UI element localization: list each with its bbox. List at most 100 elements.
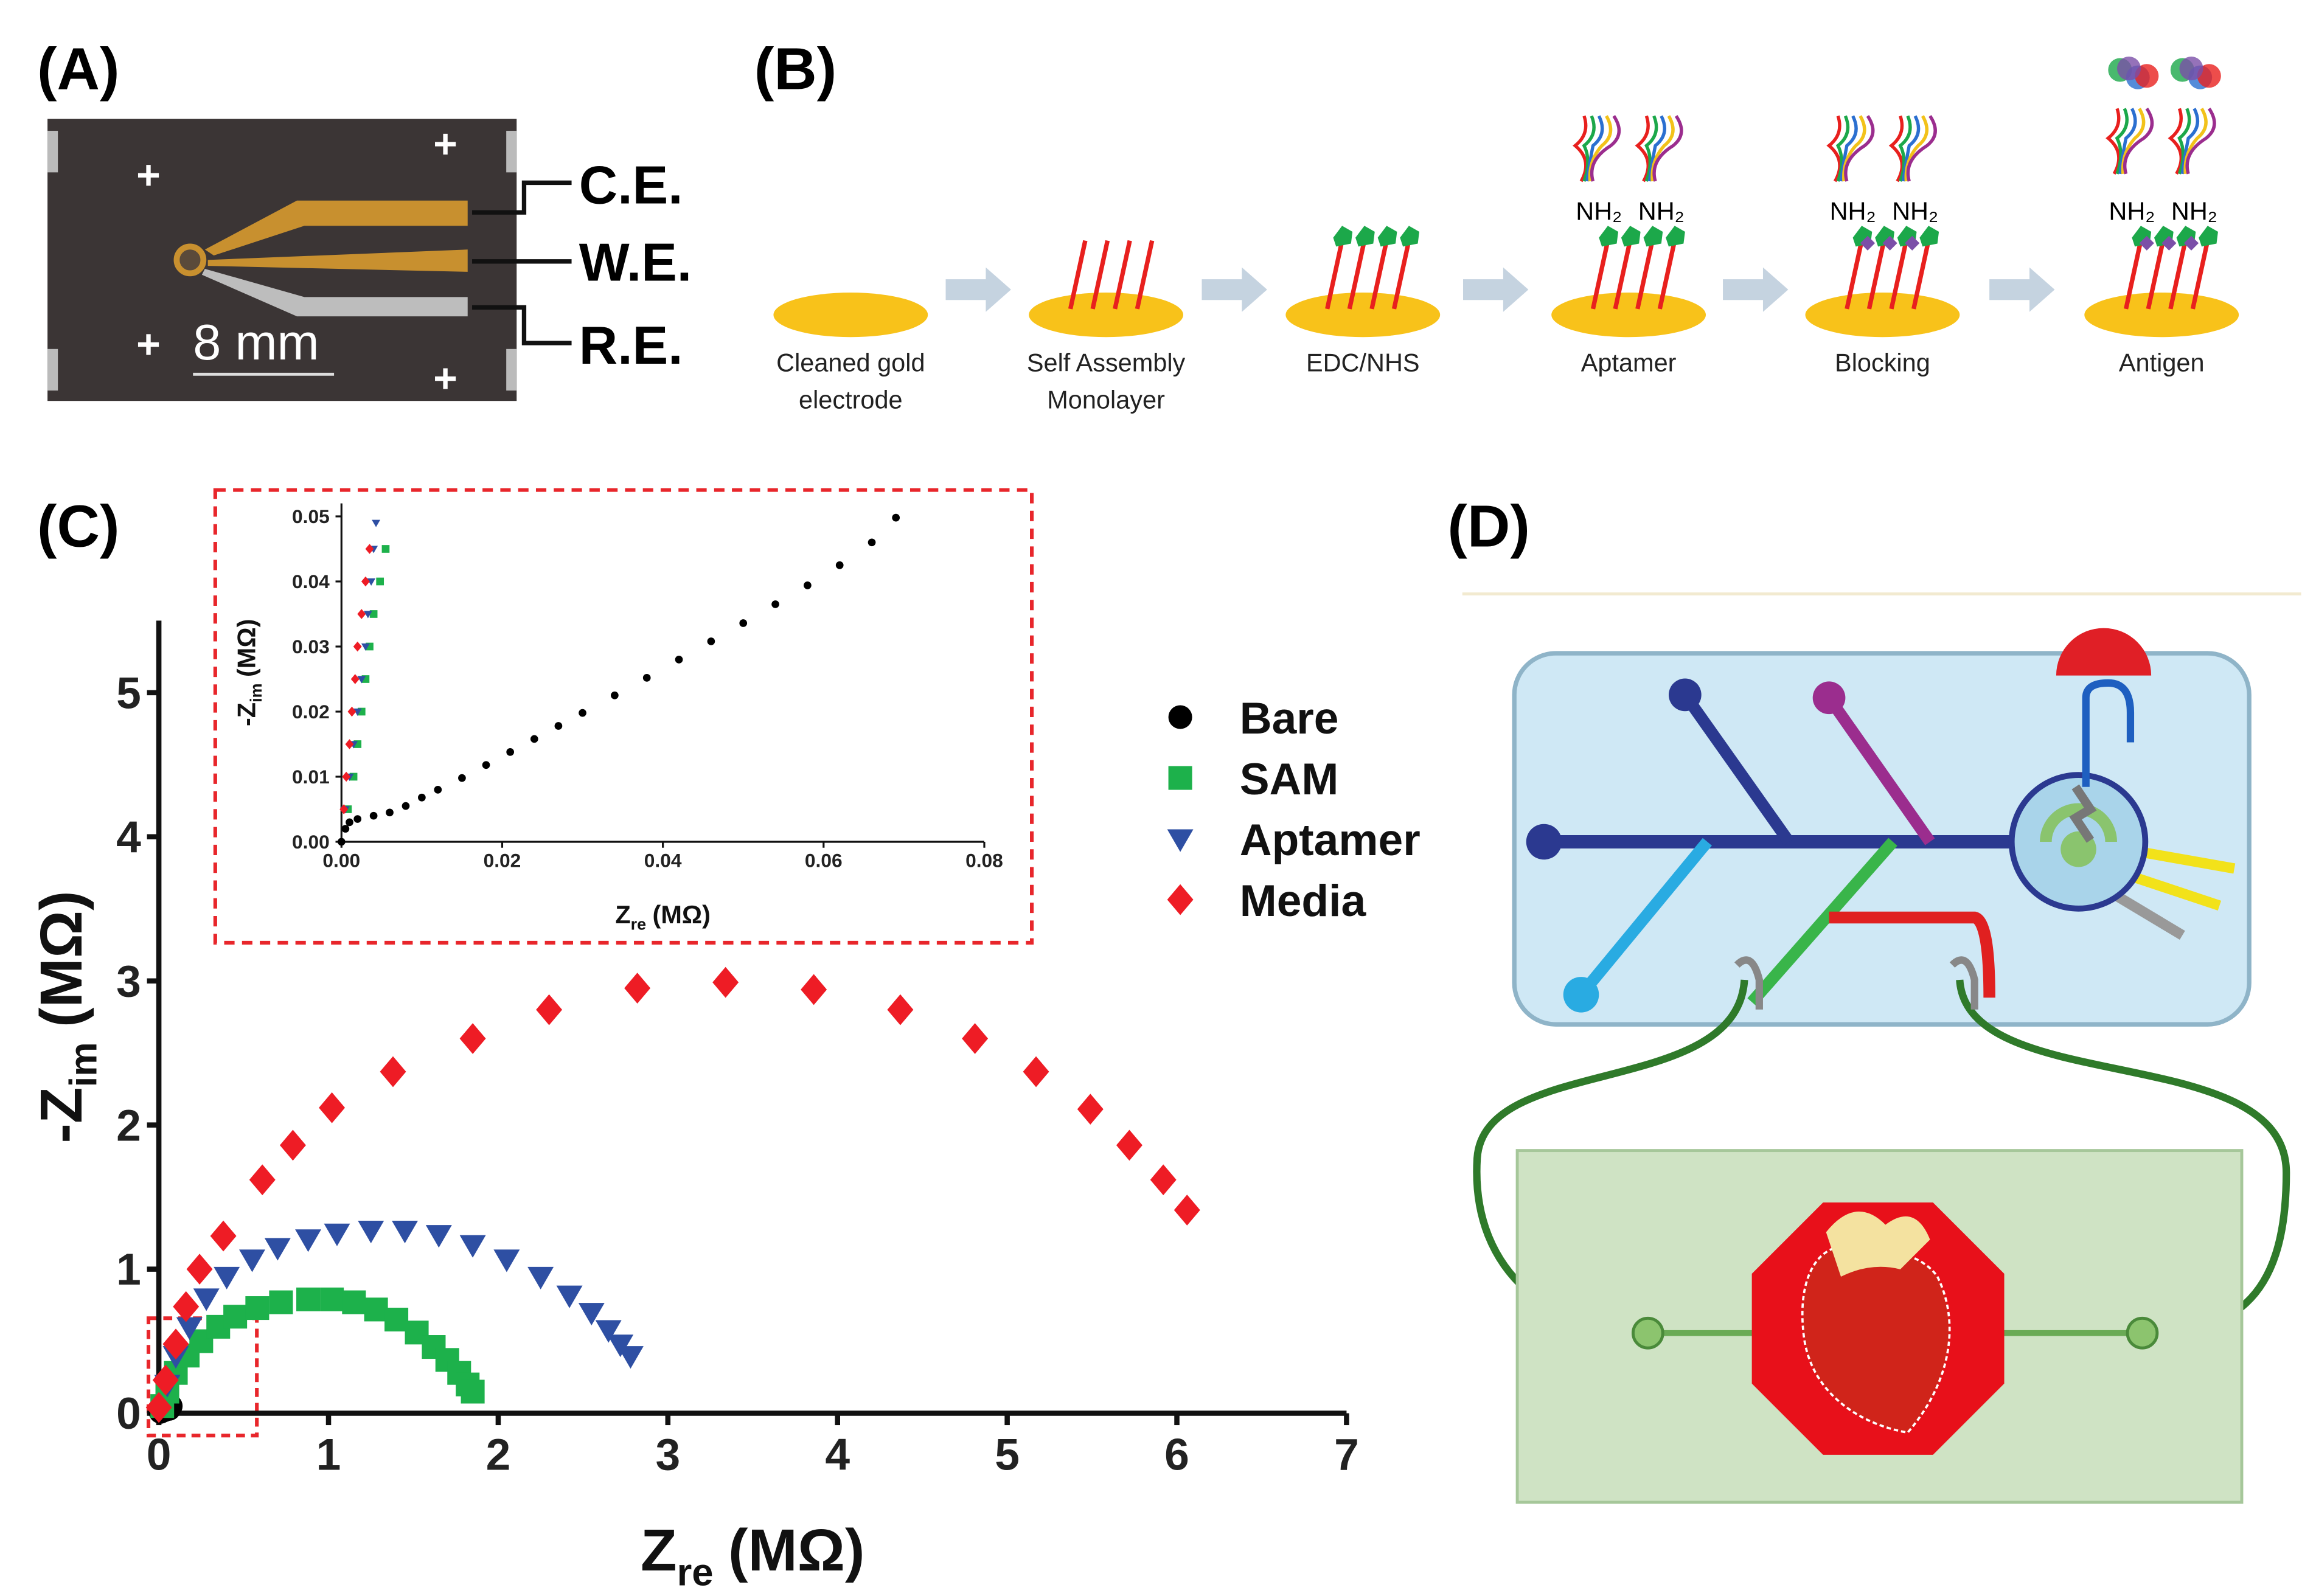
aptamer xyxy=(1573,115,1588,182)
aptamer xyxy=(1590,115,1621,182)
reference-trace xyxy=(201,269,468,317)
point xyxy=(392,1221,419,1244)
linker xyxy=(2124,240,2143,310)
antigen xyxy=(2179,57,2203,81)
point xyxy=(712,966,739,998)
amine-label: NH₂ xyxy=(1892,196,1938,225)
linker xyxy=(2168,240,2188,310)
y-tick-label: 4 xyxy=(116,812,141,862)
channel xyxy=(1576,838,1712,999)
point xyxy=(554,722,563,730)
point xyxy=(892,513,900,522)
y-tick-label: 3 xyxy=(116,956,141,1006)
point xyxy=(363,611,372,619)
point xyxy=(353,641,362,652)
point xyxy=(152,1364,179,1396)
reservoir xyxy=(2056,628,2152,676)
amine-label: NH₂ xyxy=(2171,196,2217,225)
point xyxy=(384,1308,409,1332)
point xyxy=(350,674,360,684)
antigen xyxy=(2197,64,2221,88)
legend-marker xyxy=(1167,884,1194,915)
linker xyxy=(1613,240,1633,310)
x-tick-label: 6 xyxy=(1164,1429,1189,1479)
channel xyxy=(1747,838,1897,1007)
fabrication-steps: Cleaned gold electrode Self Assembly Monola… xyxy=(773,57,2239,414)
linker xyxy=(1657,240,1677,310)
clips xyxy=(1734,956,1978,1010)
point xyxy=(1150,1164,1177,1196)
legend-marker xyxy=(1167,829,1194,852)
linker xyxy=(1889,240,1909,310)
electrode-label: W.E. xyxy=(579,232,692,293)
point xyxy=(962,1023,989,1054)
blocker xyxy=(1905,235,1920,251)
channel xyxy=(1680,691,1794,845)
point xyxy=(607,1334,634,1358)
working-trace xyxy=(207,249,468,272)
legend-label: Media xyxy=(1240,876,1367,926)
aptamer xyxy=(2106,108,2121,175)
point xyxy=(346,818,353,827)
point xyxy=(210,1220,237,1252)
electrode-ring xyxy=(2040,803,2117,842)
point xyxy=(611,691,619,699)
axis-label: Zre (MΩ) xyxy=(615,900,711,933)
y-tick-label: 2 xyxy=(116,1100,141,1150)
x-tick-label: 0.08 xyxy=(965,849,1003,871)
axis-label: -Zim (MΩ) xyxy=(28,890,105,1143)
ester-cap xyxy=(1400,226,1420,247)
axis-label-unit: (MΩ) xyxy=(653,900,711,929)
point xyxy=(320,1287,344,1311)
inlet xyxy=(1668,678,1702,712)
point xyxy=(707,637,715,645)
legend-label: Aptamer xyxy=(1240,815,1421,865)
point xyxy=(801,974,827,1005)
point xyxy=(530,735,538,743)
point xyxy=(269,1290,293,1314)
point xyxy=(595,1320,622,1343)
point xyxy=(578,1303,605,1326)
point xyxy=(376,577,384,586)
x-tick-label: 0.06 xyxy=(805,849,843,871)
leader-lines xyxy=(472,180,572,345)
aptamer xyxy=(1635,115,1650,182)
panel-label: (C) xyxy=(37,493,120,559)
aptamer xyxy=(2177,108,2191,175)
point xyxy=(1174,1195,1200,1226)
point xyxy=(372,519,381,527)
point xyxy=(357,609,366,619)
aptamer xyxy=(2123,107,2154,175)
amine-label: NH₂ xyxy=(1830,196,1876,225)
heart-vessels xyxy=(1826,1211,1930,1277)
point xyxy=(459,1235,486,1258)
point xyxy=(804,581,812,589)
step-label: Antigen xyxy=(2119,348,2205,376)
clip xyxy=(47,349,58,391)
aptamer xyxy=(1888,115,1904,182)
clip xyxy=(506,131,517,173)
point xyxy=(624,973,651,1004)
ester-cap xyxy=(1919,226,1939,247)
legend-label: SAM xyxy=(1240,754,1339,804)
axis-label: -Zim (MΩ) xyxy=(232,619,265,726)
point xyxy=(459,1023,486,1054)
point xyxy=(461,1379,485,1404)
axis-label-unit: (MΩ) xyxy=(728,1517,865,1583)
point xyxy=(353,815,362,823)
point xyxy=(1077,1094,1104,1125)
clip xyxy=(506,349,517,391)
step-label: electrode xyxy=(799,385,903,414)
point xyxy=(1116,1129,1142,1161)
aptamer xyxy=(1898,115,1912,182)
point xyxy=(337,838,346,846)
linker xyxy=(1369,240,1389,310)
node xyxy=(1631,1316,1664,1350)
point xyxy=(357,676,366,684)
node xyxy=(2126,1316,2159,1350)
x-tick-label: 5 xyxy=(995,1429,1020,1479)
linker xyxy=(2146,240,2166,310)
point xyxy=(579,709,586,717)
point xyxy=(482,761,490,769)
